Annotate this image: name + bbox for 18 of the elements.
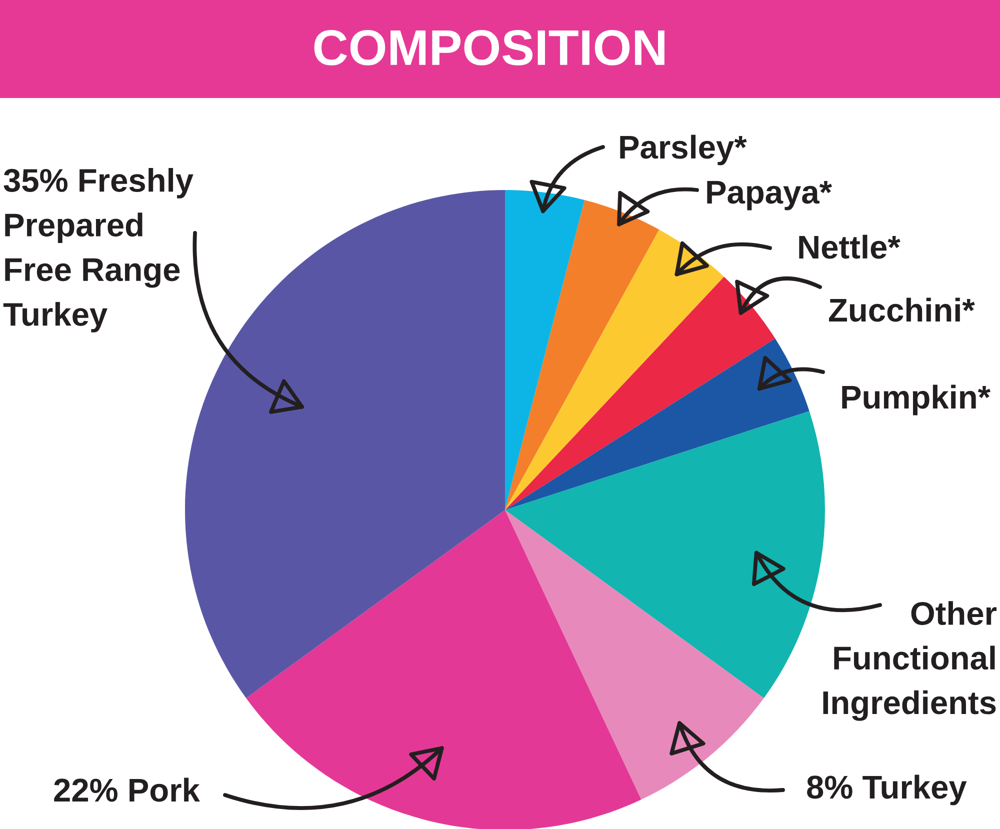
slice-label: 8% Turkey <box>807 774 967 806</box>
pie-slice <box>505 510 764 800</box>
slice-label: Zucchini* <box>828 298 975 322</box>
slice-label: Papaya* <box>707 180 832 210</box>
pie-slice <box>505 276 776 510</box>
slice-label: Parsley* <box>620 134 747 166</box>
slice-label: Other Functional Ingredients <box>823 601 997 721</box>
slice-label: Pumpkin* <box>842 384 990 416</box>
pie-slice <box>246 510 642 829</box>
pie-slice <box>505 200 660 510</box>
slice-label: 22% Pork <box>54 778 200 802</box>
pie-slice <box>505 190 585 510</box>
pie-slice <box>505 338 810 510</box>
slice-label: 35% Freshly Prepared Free Range Turkey <box>3 168 194 332</box>
chart-title: COMPOSITION <box>314 30 664 66</box>
pie-slice <box>505 411 825 698</box>
slice-label: Nettle* <box>799 234 900 259</box>
pie-slice <box>505 230 724 510</box>
